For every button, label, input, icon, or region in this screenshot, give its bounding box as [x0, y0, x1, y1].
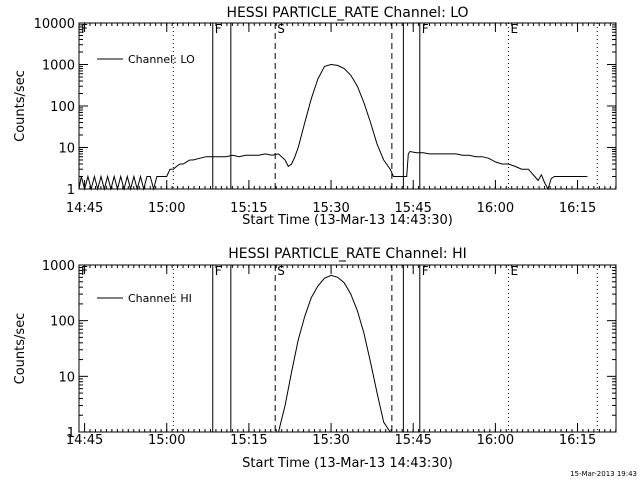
x-tick-label: 15:45 — [394, 201, 431, 216]
chart-title: HESSI PARTICLE_RATE Channel: LO — [226, 5, 468, 21]
x-tick-label: 15:45 — [394, 433, 431, 448]
plot-frame — [78, 264, 617, 433]
x-tick-label: 14:45 — [66, 433, 103, 448]
x-tick-label: 15:15 — [230, 201, 267, 216]
x-tick-label: 15:30 — [312, 433, 349, 448]
event-marker-label: F — [215, 264, 222, 278]
y-tick-label: 100 — [50, 315, 75, 330]
y-tick-label: 1000 — [42, 59, 75, 74]
event-marker-label: F — [81, 22, 88, 36]
x-tick-label: 16:00 — [477, 201, 514, 216]
event-marker-label: F — [422, 264, 429, 278]
y-tick-label: 10000 — [34, 17, 75, 32]
legend-label: Channel: HI — [128, 292, 192, 305]
plot-frame — [78, 22, 617, 190]
x-axis-label: Start Time (13-Mar-13 14:43:30) — [242, 213, 453, 228]
series-line — [78, 63, 588, 191]
x-tick-label: 15:30 — [312, 201, 349, 216]
footer-timestamp: 15-Mar-2013 19:43 — [570, 470, 637, 478]
event-marker-label: E — [511, 264, 519, 278]
y-tick-label: 10 — [58, 370, 75, 385]
x-tick-label: 16:15 — [559, 433, 596, 448]
event-marker-label: E — [511, 22, 519, 36]
x-tick-label: 14:45 — [66, 201, 103, 216]
event-marker-label: S — [277, 264, 285, 278]
y-tick-label: 1 — [67, 426, 75, 441]
x-tick-label: 16:00 — [477, 433, 514, 448]
event-marker-label: S — [277, 22, 285, 36]
y-tick-label: 1000 — [42, 259, 75, 274]
y-axis-label: Counts/sec — [13, 313, 28, 385]
y-axis-label: Counts/sec — [13, 70, 28, 142]
legend-label: Channel: LO — [128, 53, 195, 66]
chart-title: HESSI PARTICLE_RATE Channel: HI — [228, 246, 466, 262]
x-axis-label: Start Time (13-Mar-13 14:43:30) — [242, 456, 453, 471]
event-marker-label: F — [215, 22, 222, 36]
lo-channel-panel: HESSI PARTICLE_RATE Channel: LO 1 10 100 100… — [13, 5, 617, 228]
y-tick-label: 10 — [58, 142, 75, 157]
x-tick-label: 15:15 — [230, 433, 267, 448]
series-line — [278, 274, 391, 433]
hi-channel-panel: HESSI PARTICLE_RATE Channel: HI 1 10 100 100… — [13, 246, 617, 471]
event-marker-label: F — [422, 22, 429, 36]
x-tick-label: 15:00 — [148, 433, 185, 448]
y-tick-label: 1 — [67, 183, 75, 198]
x-tick-label: 15:00 — [148, 201, 185, 216]
y-tick-label: 100 — [50, 100, 75, 115]
x-tick-label: 16:15 — [559, 201, 596, 216]
event-marker-label: F — [81, 264, 88, 278]
